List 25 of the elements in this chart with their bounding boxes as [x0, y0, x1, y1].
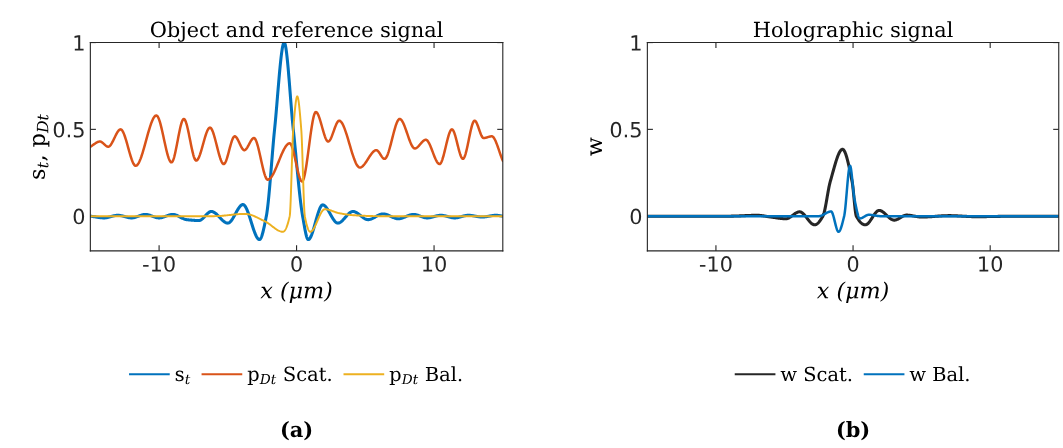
text: (a): [281, 421, 312, 441]
chart-title: Object and reference signal: [150, 21, 443, 42]
legend-label: p$_{Dt}$ Bal.: [389, 366, 462, 386]
x-tick-label: 0: [847, 256, 859, 272]
y-axis-title: s$_{t}$, p$_{Dt}$: [32, 114, 50, 179]
chart-title: Holographic signal: [753, 21, 953, 42]
legend-label: p$_{Dt}$ Scat.: [247, 366, 331, 385]
y-tick-label: 0.5: [53, 121, 84, 138]
y-tick-label: 1: [631, 35, 641, 51]
x-tick-label: 10: [979, 256, 1003, 272]
y-tick-label: 0: [630, 208, 642, 225]
x-tick-label: -10: [699, 256, 732, 272]
y-axis-title: w: [590, 137, 602, 156]
x-axis-title: x (μm): [816, 281, 888, 303]
x-tick-label: 10: [423, 256, 446, 272]
x-tick-label: -10: [143, 256, 175, 272]
x-axis-title: x (μm): [260, 281, 332, 303]
legend-label: w Scat.: [780, 366, 852, 382]
legend-label: w Bal.: [909, 366, 969, 382]
legend-label: s$_{t}$: [175, 370, 191, 385]
x-tick-label: 0: [291, 256, 302, 272]
y-tick-label: 0: [73, 208, 85, 225]
y-tick-label: 1: [74, 35, 84, 51]
text: (b): [837, 421, 869, 441]
y-tick-label: 0.5: [610, 121, 641, 138]
